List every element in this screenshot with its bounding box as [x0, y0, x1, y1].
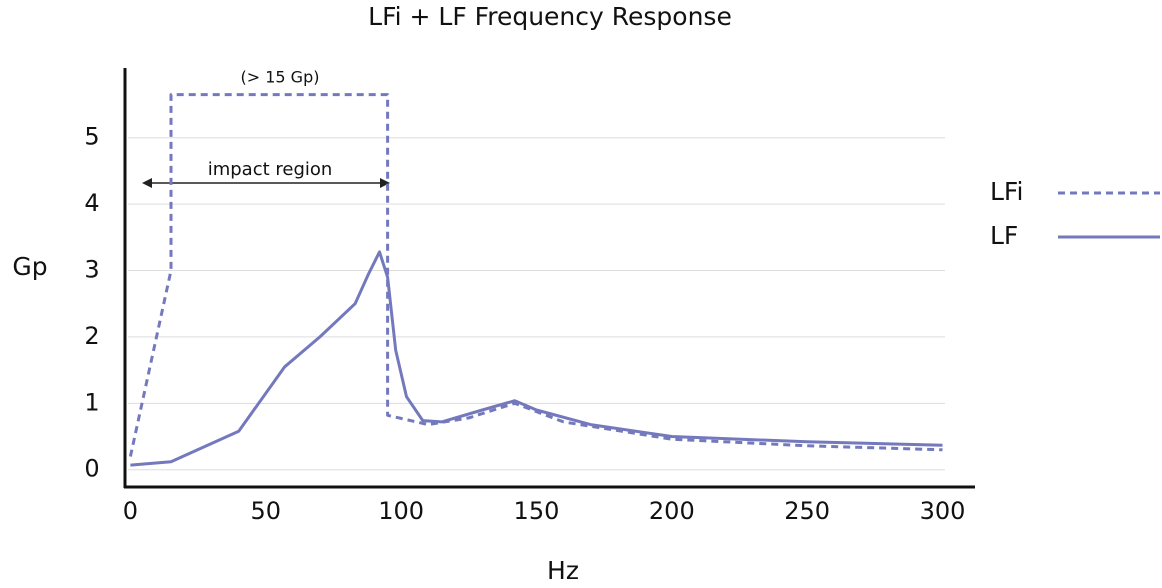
x-tick-label: 0 — [123, 497, 138, 525]
x-tick-label: 50 — [250, 497, 281, 525]
series-line — [128, 93, 943, 457]
annotation: impact region — [208, 159, 333, 180]
y-tick-label: 0 — [84, 455, 99, 483]
y-tick-label: 2 — [84, 322, 99, 350]
annotation: (> 15 Gp) — [241, 68, 320, 87]
x-axis-label: Hz — [547, 556, 579, 585]
impact-arrow — [142, 178, 390, 188]
x-tick-label: 250 — [784, 497, 830, 525]
series-line — [130, 250, 943, 467]
x-tick-label: 200 — [649, 497, 695, 525]
x-tick-label: 100 — [378, 497, 424, 525]
y-tick-label: 5 — [84, 123, 99, 151]
chart-title: LFi + LF Frequency Response — [368, 2, 732, 31]
legend-label: LF — [990, 221, 1018, 250]
y-tick-label: 3 — [84, 256, 99, 284]
y-tick-label: 1 — [84, 388, 99, 416]
x-tick-label: 300 — [920, 497, 966, 525]
legend-label: LFi — [990, 177, 1023, 206]
x-tick-label: 150 — [514, 497, 560, 525]
y-tick-label: 4 — [84, 189, 99, 217]
y-axis-label: Gp — [12, 252, 47, 281]
